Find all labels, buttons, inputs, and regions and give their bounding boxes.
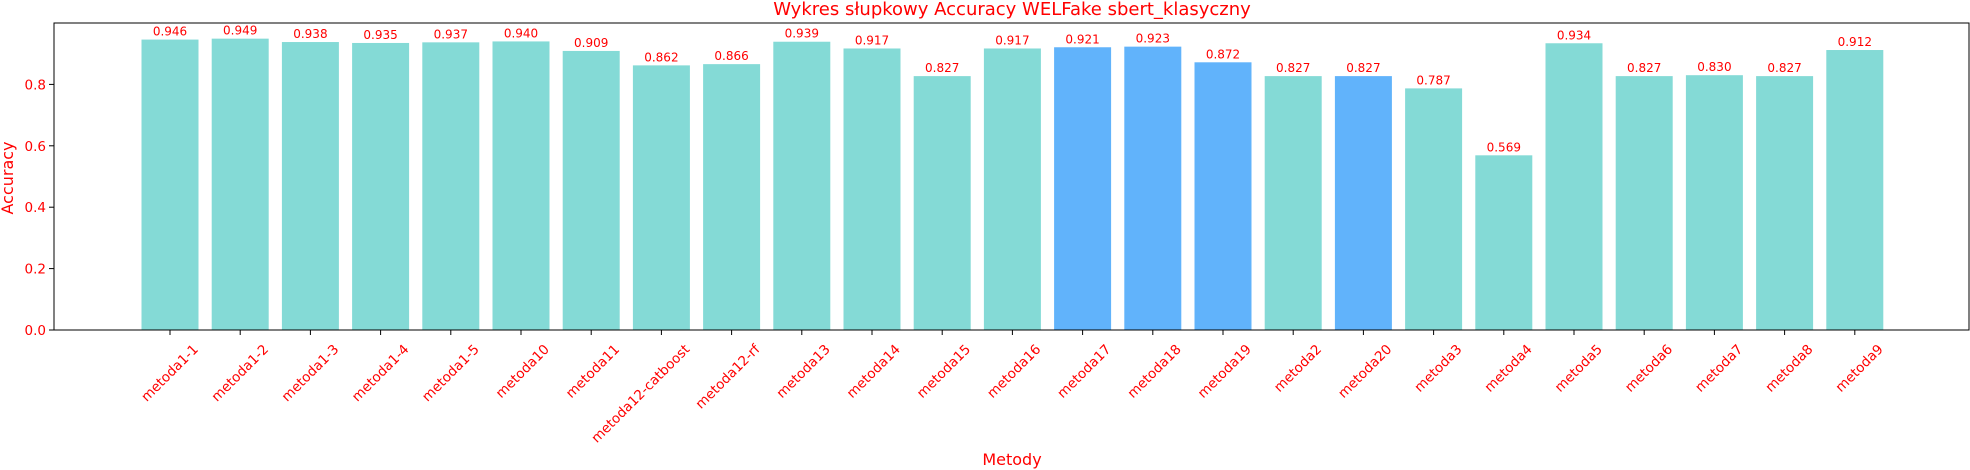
value-label-metoda15: 0.827 xyxy=(925,61,959,75)
x-tick-label-metoda6: metoda6 xyxy=(1622,342,1676,396)
x-axis-label: Metody xyxy=(982,450,1041,469)
value-label-metoda3: 0.787 xyxy=(1416,73,1450,87)
x-tick-label-metoda7: metoda7 xyxy=(1692,342,1746,396)
x-tick-label-metoda16: metoda16 xyxy=(984,342,1044,402)
bar-metoda1-1 xyxy=(141,39,199,330)
value-label-metoda8: 0.827 xyxy=(1767,61,1801,75)
x-tick-label-metoda1-4: metoda1-4 xyxy=(349,342,413,406)
chart-title: Wykres słupkowy Accuracy WELFake sbert_k… xyxy=(773,0,1251,20)
x-tick-label-metoda10: metoda10 xyxy=(493,342,553,402)
bar-metoda15 xyxy=(913,76,971,331)
bar-metoda6 xyxy=(1615,76,1673,331)
value-label-metoda1-4: 0.935 xyxy=(363,28,397,42)
bar-metoda4 xyxy=(1475,155,1533,330)
value-label-metoda18: 0.923 xyxy=(1136,32,1170,46)
y-tick-label: 0.0 xyxy=(25,323,46,339)
y-tick-label: 0.2 xyxy=(25,262,46,278)
value-label-metoda14: 0.917 xyxy=(855,33,889,47)
x-tick-label-metoda1-1: metoda1-1 xyxy=(138,342,202,406)
value-label-metoda12-catboost: 0.862 xyxy=(644,50,678,64)
plot-frame xyxy=(53,22,1970,331)
bar-metoda16 xyxy=(983,48,1041,331)
value-label-metoda9: 0.912 xyxy=(1838,35,1872,49)
bars-group xyxy=(141,38,1884,331)
bar-metoda12-rf xyxy=(703,64,761,330)
x-tick-label-metoda1-5: metoda1-5 xyxy=(419,342,483,406)
x-tick-label-metoda12-rf: metoda12-rf xyxy=(693,341,765,413)
x-tick-label-metoda4: metoda4 xyxy=(1482,342,1536,396)
value-label-metoda6: 0.827 xyxy=(1627,61,1661,75)
bar-metoda14 xyxy=(843,48,901,331)
x-tick-label-metoda18: metoda18 xyxy=(1125,342,1185,402)
x-tick-label-metoda1-3: metoda1-3 xyxy=(279,342,343,406)
bar-metoda17 xyxy=(1054,47,1112,331)
y-axis-ticks: 0.0 0.2 0.4 0.6 0.8 xyxy=(25,77,54,339)
bar-metoda12-catboost xyxy=(632,65,690,330)
value-label-metoda20: 0.827 xyxy=(1346,61,1380,75)
bar-metoda1-4 xyxy=(352,42,410,331)
x-tick-label-metoda8: metoda8 xyxy=(1762,342,1816,396)
x-tick-label-metoda20: metoda20 xyxy=(1335,342,1395,402)
bar-metoda20 xyxy=(1334,76,1392,331)
x-tick-label-metoda2: metoda2 xyxy=(1271,342,1325,396)
x-tick-label-metoda5: metoda5 xyxy=(1552,342,1606,396)
y-tick-label: 0.8 xyxy=(25,77,46,93)
bar-metoda1-5 xyxy=(422,42,480,330)
x-tick-label-metoda11: metoda11 xyxy=(563,342,623,402)
value-label-metoda19: 0.872 xyxy=(1206,47,1240,61)
value-label-metoda12-rf: 0.866 xyxy=(714,49,748,63)
y-tick-label: 0.4 xyxy=(25,200,46,216)
bar-metoda1-3 xyxy=(281,42,339,331)
bar-metoda18 xyxy=(1124,46,1182,330)
bar-metoda7 xyxy=(1685,75,1743,330)
bar-metoda9 xyxy=(1826,50,1884,331)
x-tick-label-metoda17: metoda17 xyxy=(1054,342,1114,402)
y-axis-label: Accuracy xyxy=(0,141,17,214)
value-label-metoda17: 0.921 xyxy=(1065,32,1099,46)
value-label-metoda16: 0.917 xyxy=(995,33,1029,47)
value-label-metoda10: 0.940 xyxy=(504,26,538,40)
value-label-metoda1-3: 0.938 xyxy=(293,27,327,41)
x-tick-label-metoda9: metoda9 xyxy=(1833,342,1887,396)
x-tick-label-metoda14: metoda14 xyxy=(844,342,904,402)
x-tick-label-metoda1-2: metoda1-2 xyxy=(208,342,272,406)
value-label-metoda4: 0.569 xyxy=(1487,140,1521,154)
bar-metoda11 xyxy=(562,50,620,330)
value-label-metoda1-2: 0.949 xyxy=(223,24,257,38)
x-tick-label-metoda19: metoda19 xyxy=(1195,342,1255,402)
value-label-metoda2: 0.827 xyxy=(1276,61,1310,75)
bar-metoda10 xyxy=(492,41,550,331)
x-tick-label-metoda15: metoda15 xyxy=(914,342,974,402)
bar-metoda2 xyxy=(1264,76,1322,331)
bar-metoda13 xyxy=(773,41,831,331)
bar-metoda3 xyxy=(1405,88,1463,331)
bar-metoda8 xyxy=(1756,76,1814,331)
bar-metoda1-2 xyxy=(211,38,269,330)
value-label-metoda5: 0.934 xyxy=(1557,28,1591,42)
x-axis-ticks: metoda1-1 metoda1-2 metoda1-3 metoda1-4 meto… xyxy=(138,330,1887,446)
value-label-metoda13: 0.939 xyxy=(785,27,819,41)
x-tick-label-metoda13: metoda13 xyxy=(774,342,834,402)
value-label-metoda7: 0.830 xyxy=(1697,60,1731,74)
value-label-metoda1-5: 0.937 xyxy=(434,27,468,41)
x-tick-label-metoda3: metoda3 xyxy=(1411,342,1465,396)
value-label-metoda11: 0.909 xyxy=(574,36,608,50)
bar-metoda19 xyxy=(1194,62,1252,331)
value-labels-group: 0.946 0.949 0.938 0.935 0.937 0.940 0.909 0.862… xyxy=(153,24,1872,155)
bar-metoda5 xyxy=(1545,43,1603,331)
value-label-metoda1-1: 0.946 xyxy=(153,25,187,39)
y-tick-label: 0.6 xyxy=(25,139,46,155)
